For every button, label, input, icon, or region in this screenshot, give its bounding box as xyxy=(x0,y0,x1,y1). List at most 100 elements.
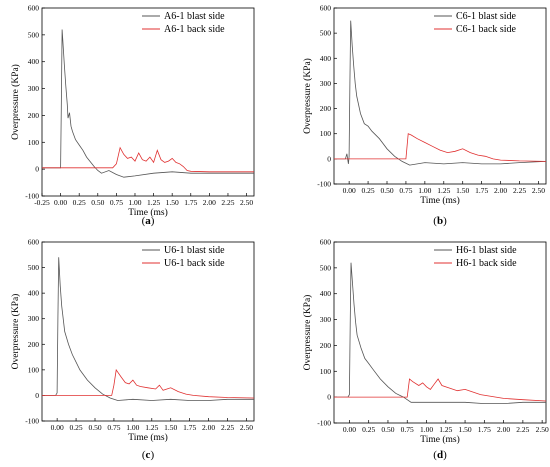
y-tick-label: 300 xyxy=(320,79,332,88)
y-tick-label: 500 xyxy=(28,30,40,39)
y-tick-label: 200 xyxy=(320,341,332,350)
panel-label: (a) xyxy=(142,215,155,227)
panel-d: -100 0 100 200 300 400 500 600 0.00 0.25 0.50 0.75 1… xyxy=(302,238,549,462)
plot-frame xyxy=(333,241,547,424)
x-tick-label: 2.50 xyxy=(240,198,253,207)
panel-label-letter: d xyxy=(437,449,443,461)
legend-entry: H6-1 back side xyxy=(456,258,517,269)
x-tick-label: 1.75 xyxy=(184,198,197,207)
y-tick-label: 500 xyxy=(320,263,332,272)
x-tick-label: 2.00 xyxy=(203,198,216,207)
x-tick-label: 1.00 xyxy=(420,425,433,434)
y-tick-label: -100 xyxy=(317,180,331,189)
y-tick-label: 200 xyxy=(28,340,40,349)
y-axis-title: Overpressure (KPa) xyxy=(10,294,21,370)
panel-b: -100 0 100 200 300 400 500 600 0.00 0.25 0.50 0.75 1… xyxy=(302,4,547,227)
panel-label-open: ( xyxy=(433,449,437,461)
x-tick-label: 1.50 xyxy=(166,198,179,207)
x-tick-label: 1.75 xyxy=(478,425,491,434)
x-axis-title: Time (ms) xyxy=(128,207,168,218)
x-tick-label: 0.00 xyxy=(51,423,64,432)
y-axis-title: Overpressure (KPa) xyxy=(302,295,313,371)
y-axis-title: Overpressure (KPa) xyxy=(302,58,313,134)
x-tick-label: 0.50 xyxy=(381,425,394,434)
y-tick-label: 400 xyxy=(320,289,332,298)
y-tick-label: 200 xyxy=(320,104,332,113)
x-tick-label: 0.25 xyxy=(73,198,86,207)
x-tick-label: 2.50 xyxy=(532,186,545,195)
legend-entry: U6-1 back side xyxy=(164,258,225,269)
x-axis-title: Time (ms) xyxy=(128,432,168,443)
series-line-back-side xyxy=(42,368,254,399)
y-tick-label: 300 xyxy=(320,315,332,324)
y-tick-label: 300 xyxy=(28,84,40,93)
x-tick-label: 0.25 xyxy=(362,425,375,434)
panel-label-open: ( xyxy=(142,449,146,461)
panel-a: -100 0 100 200 300 400 500 600 -0.25 0.00 0.25 0.50… xyxy=(10,4,255,227)
x-tick-label: 2.00 xyxy=(494,186,507,195)
x-tick-label: 1.50 xyxy=(456,186,469,195)
y-tick-label: -100 xyxy=(25,417,39,426)
y-axis-title: Overpressure (KPa) xyxy=(10,64,21,140)
panel-label-letter: b xyxy=(437,215,443,227)
x-tick-label: 0.25 xyxy=(362,186,375,195)
y-tick-label: 100 xyxy=(320,129,332,138)
x-tick-label: 1.00 xyxy=(418,186,431,195)
x-tick-label: 1.00 xyxy=(128,198,141,207)
x-tick-label: 1.75 xyxy=(475,186,488,195)
y-tick-label: -100 xyxy=(25,192,39,201)
panel-label-open: ( xyxy=(142,215,146,227)
x-tick-label: 0.50 xyxy=(91,198,104,207)
legend-entry: H6-1 blast side xyxy=(456,245,517,256)
plot-frame xyxy=(41,7,255,197)
x-tick-label: 1.50 xyxy=(164,423,177,432)
x-tick-label: 2.25 xyxy=(513,186,526,195)
x-tick-label: 0.75 xyxy=(401,425,414,434)
x-tick-label: 2.50 xyxy=(536,425,549,434)
y-tick-label: 0 xyxy=(35,391,39,400)
x-tick-label: 2.00 xyxy=(202,423,215,432)
series-line-blast-side xyxy=(334,262,546,405)
panel-label-close: ) xyxy=(151,215,155,227)
x-tick-label: 0.75 xyxy=(107,423,120,432)
legend-entry: C6-1 blast side xyxy=(456,11,517,22)
x-tick-label: 1.25 xyxy=(437,186,450,195)
x-tick-label: -0.25 xyxy=(34,198,50,207)
x-tick-label: 0.75 xyxy=(110,198,123,207)
panel-label: (d) xyxy=(433,449,447,461)
x-tick-label: 0.50 xyxy=(88,423,101,432)
y-tick-label: 100 xyxy=(320,367,332,376)
x-tick-label: 1.25 xyxy=(147,198,160,207)
x-tick-label: 0.00 xyxy=(343,425,356,434)
panel-label: (c) xyxy=(142,449,155,461)
y-tick-label: -100 xyxy=(317,419,331,428)
x-tick-label: 1.75 xyxy=(183,423,196,432)
x-tick-label: 1.25 xyxy=(145,423,158,432)
panel-c: -100 0 100 200 300 400 500 600 0.00 0.25 0.50 0.75 1… xyxy=(10,238,255,461)
y-tick-label: 300 xyxy=(28,314,40,323)
legend-entry: A6-1 blast side xyxy=(164,11,225,22)
legend-entry: U6-1 blast side xyxy=(164,245,225,256)
panel-label-close: ) xyxy=(443,449,447,461)
y-tick-label: 400 xyxy=(28,57,40,66)
x-tick-label: 2.50 xyxy=(240,423,253,432)
x-tick-label: 0.25 xyxy=(70,423,83,432)
panel-label-letter: c xyxy=(146,449,151,461)
y-tick-label: 600 xyxy=(320,238,332,247)
x-tick-label: 0.00 xyxy=(343,186,356,195)
x-tick-label: 1.00 xyxy=(126,423,139,432)
series-line-back-side xyxy=(42,146,254,173)
x-tick-label: 0.00 xyxy=(54,198,67,207)
x-tick-label: 2.00 xyxy=(497,425,510,434)
y-tick-label: 0 xyxy=(327,154,331,163)
x-tick-label: 1.50 xyxy=(458,425,471,434)
x-tick-label: 0.50 xyxy=(380,186,393,195)
y-tick-label: 400 xyxy=(28,289,40,298)
x-tick-label: 0.75 xyxy=(399,186,412,195)
y-tick-label: 100 xyxy=(28,365,40,374)
y-tick-label: 400 xyxy=(320,54,332,63)
y-tick-label: 500 xyxy=(320,29,332,38)
panel-label-close: ) xyxy=(150,449,154,461)
y-tick-label: 0 xyxy=(35,165,39,174)
